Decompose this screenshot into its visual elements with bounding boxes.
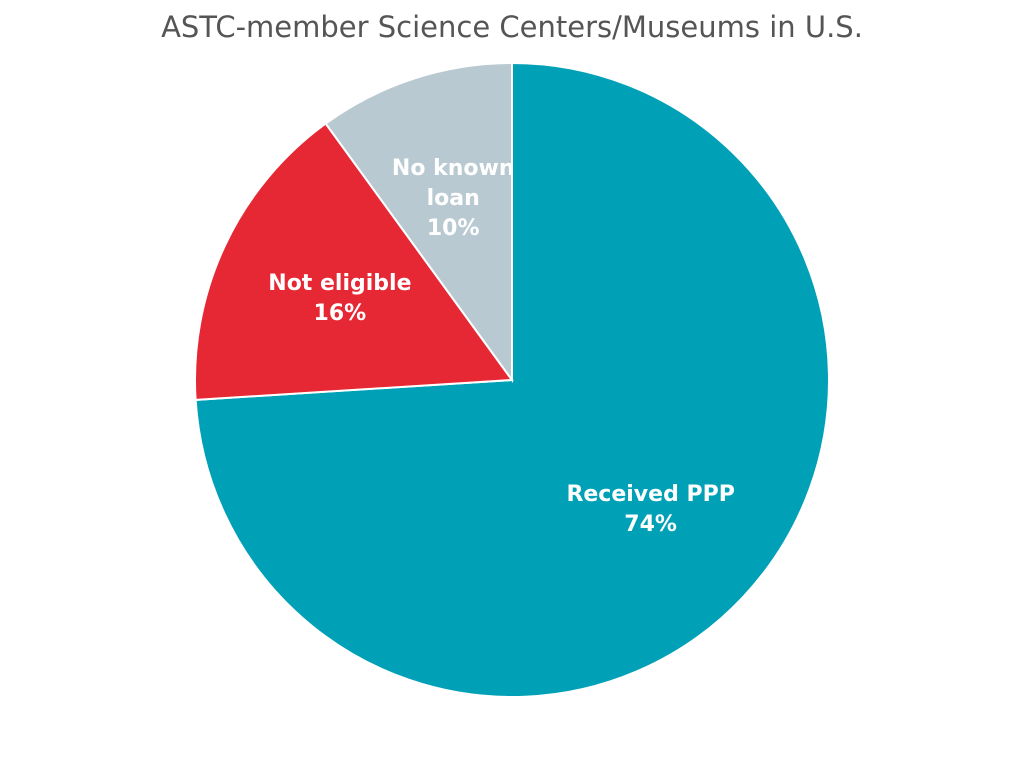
- slice-label: Received PPP 74%: [556, 480, 746, 540]
- pie-slice: [194, 122, 514, 401]
- category-label: Not eligible: [268, 271, 412, 297]
- value-label: 10%: [426, 216, 480, 242]
- category-label: No known loan: [391, 156, 515, 212]
- category-label: Received PPP: [566, 482, 735, 508]
- pie-slice: [324, 61, 513, 384]
- value-label: 16%: [313, 301, 367, 327]
- chart-title: ASTC-member Science Centers/Museums in U…: [161, 10, 863, 44]
- slice-label: Not eligible 16%: [245, 269, 435, 329]
- value-label: 74%: [624, 512, 677, 538]
- slice-label: No known loan 10%: [388, 154, 518, 244]
